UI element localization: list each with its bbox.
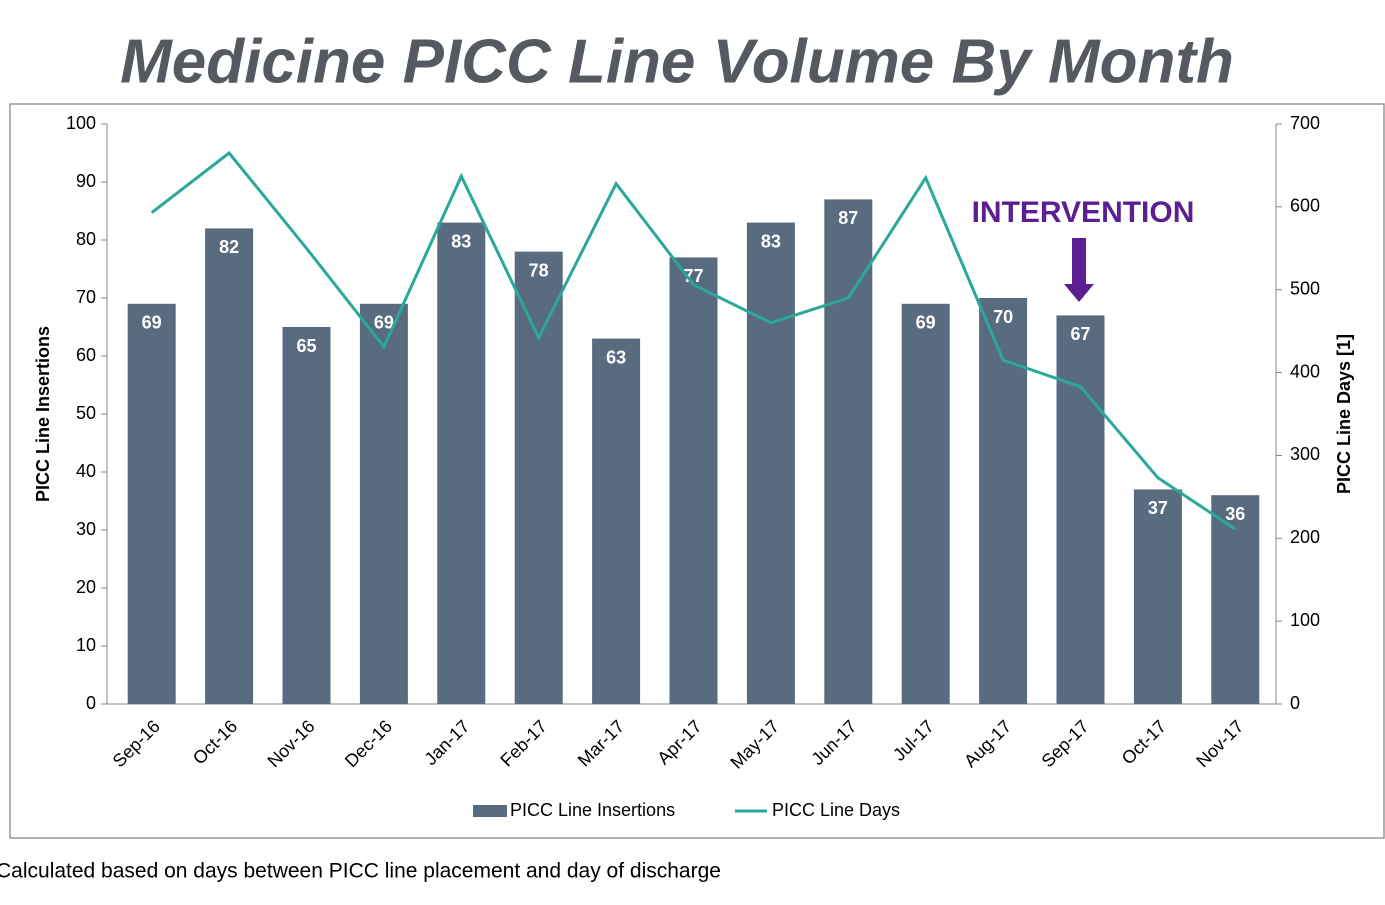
- y2-tick-label: 600: [1290, 196, 1320, 216]
- y-tick-label: 0: [86, 693, 96, 713]
- data-label: 37: [1148, 498, 1168, 518]
- bar: [901, 303, 950, 704]
- x-tick-label: Nov-16: [264, 716, 319, 771]
- y2-tick-label: 0: [1290, 693, 1300, 713]
- data-label: 83: [761, 231, 781, 251]
- x-tick-label: Apr-17: [653, 716, 705, 768]
- x-tick-label: Aug-17: [960, 716, 1015, 771]
- bar: [282, 327, 331, 704]
- bar: [514, 251, 563, 704]
- y-tick-label: 90: [76, 171, 96, 191]
- x-tick-label: Sep-16: [109, 716, 164, 771]
- y-tick-label: 40: [76, 461, 96, 481]
- data-label: 67: [1070, 324, 1090, 344]
- annotation: INTERVENTION: [972, 196, 1195, 229]
- y-tick-label: 30: [76, 519, 96, 539]
- x-tick-label: Dec-16: [341, 716, 396, 771]
- legend-label: PICC Line Days: [772, 800, 900, 820]
- y2-tick-label: 300: [1290, 444, 1320, 464]
- y-tick-label: 80: [76, 229, 96, 249]
- data-label: 65: [296, 336, 316, 356]
- y2-tick-label: 200: [1290, 527, 1320, 547]
- bar: [437, 222, 486, 704]
- data-label: 70: [993, 307, 1013, 327]
- data-label: 83: [451, 231, 471, 251]
- y2-tick-label: 500: [1290, 278, 1320, 298]
- x-tick-label: Mar-17: [574, 716, 628, 770]
- data-label: 69: [142, 313, 162, 333]
- legend-label: PICC Line Insertions: [510, 800, 675, 820]
- data-label: 87: [838, 208, 858, 228]
- bar: [359, 303, 408, 704]
- bar: [205, 228, 254, 704]
- data-label: 63: [606, 347, 626, 367]
- x-tick-label: Oct-17: [1118, 716, 1170, 768]
- x-tick-label: Jul-17: [889, 716, 938, 765]
- y2-tick-label: 400: [1290, 361, 1320, 381]
- y-tick-label: 60: [76, 345, 96, 365]
- x-tick-label: Sep-17: [1037, 716, 1092, 771]
- y-tick-label: 20: [76, 577, 96, 597]
- bar: [746, 222, 795, 704]
- bar: [127, 303, 176, 704]
- bar: [1056, 315, 1105, 704]
- y-tick-label: 50: [76, 403, 96, 423]
- data-label: 82: [219, 237, 239, 257]
- y2-tick-label: 700: [1290, 113, 1320, 133]
- x-tick-label: May-17: [726, 716, 783, 773]
- y-tick-label: 70: [76, 287, 96, 307]
- x-tick-label: Jan-17: [420, 716, 473, 769]
- bar: [592, 338, 641, 704]
- x-tick-label: Jun-17: [807, 716, 860, 769]
- bar: [1133, 489, 1182, 704]
- data-label: 36: [1225, 504, 1245, 524]
- data-label: 78: [529, 260, 549, 280]
- x-tick-label: Feb-17: [496, 716, 550, 770]
- chart-title: Medicine PICC Line Volume By Month: [120, 27, 1234, 96]
- footnote: Calculated based on days between PICC li…: [0, 860, 721, 883]
- x-tick-label: Nov-17: [1192, 716, 1247, 771]
- line: [150, 150, 1237, 531]
- data-label: 77: [683, 266, 703, 286]
- legend-swatch: [473, 805, 507, 817]
- data-label: 69: [374, 313, 394, 333]
- bar: [1211, 495, 1260, 704]
- data-label: 69: [916, 313, 936, 333]
- bar: [824, 199, 873, 704]
- chart-frame: [9, 103, 1385, 839]
- y-axis-label: PICC Line Insertions: [33, 326, 53, 502]
- annotation-arrow: [1064, 238, 1094, 302]
- y2-tick-label: 100: [1290, 610, 1320, 630]
- bar: [669, 257, 718, 704]
- y-tick-label: 10: [76, 635, 96, 655]
- y-tick-label: 100: [66, 113, 96, 133]
- y2-axis-label: PICC Line Days [1]: [1334, 334, 1354, 494]
- x-tick-label: Oct-16: [189, 716, 241, 768]
